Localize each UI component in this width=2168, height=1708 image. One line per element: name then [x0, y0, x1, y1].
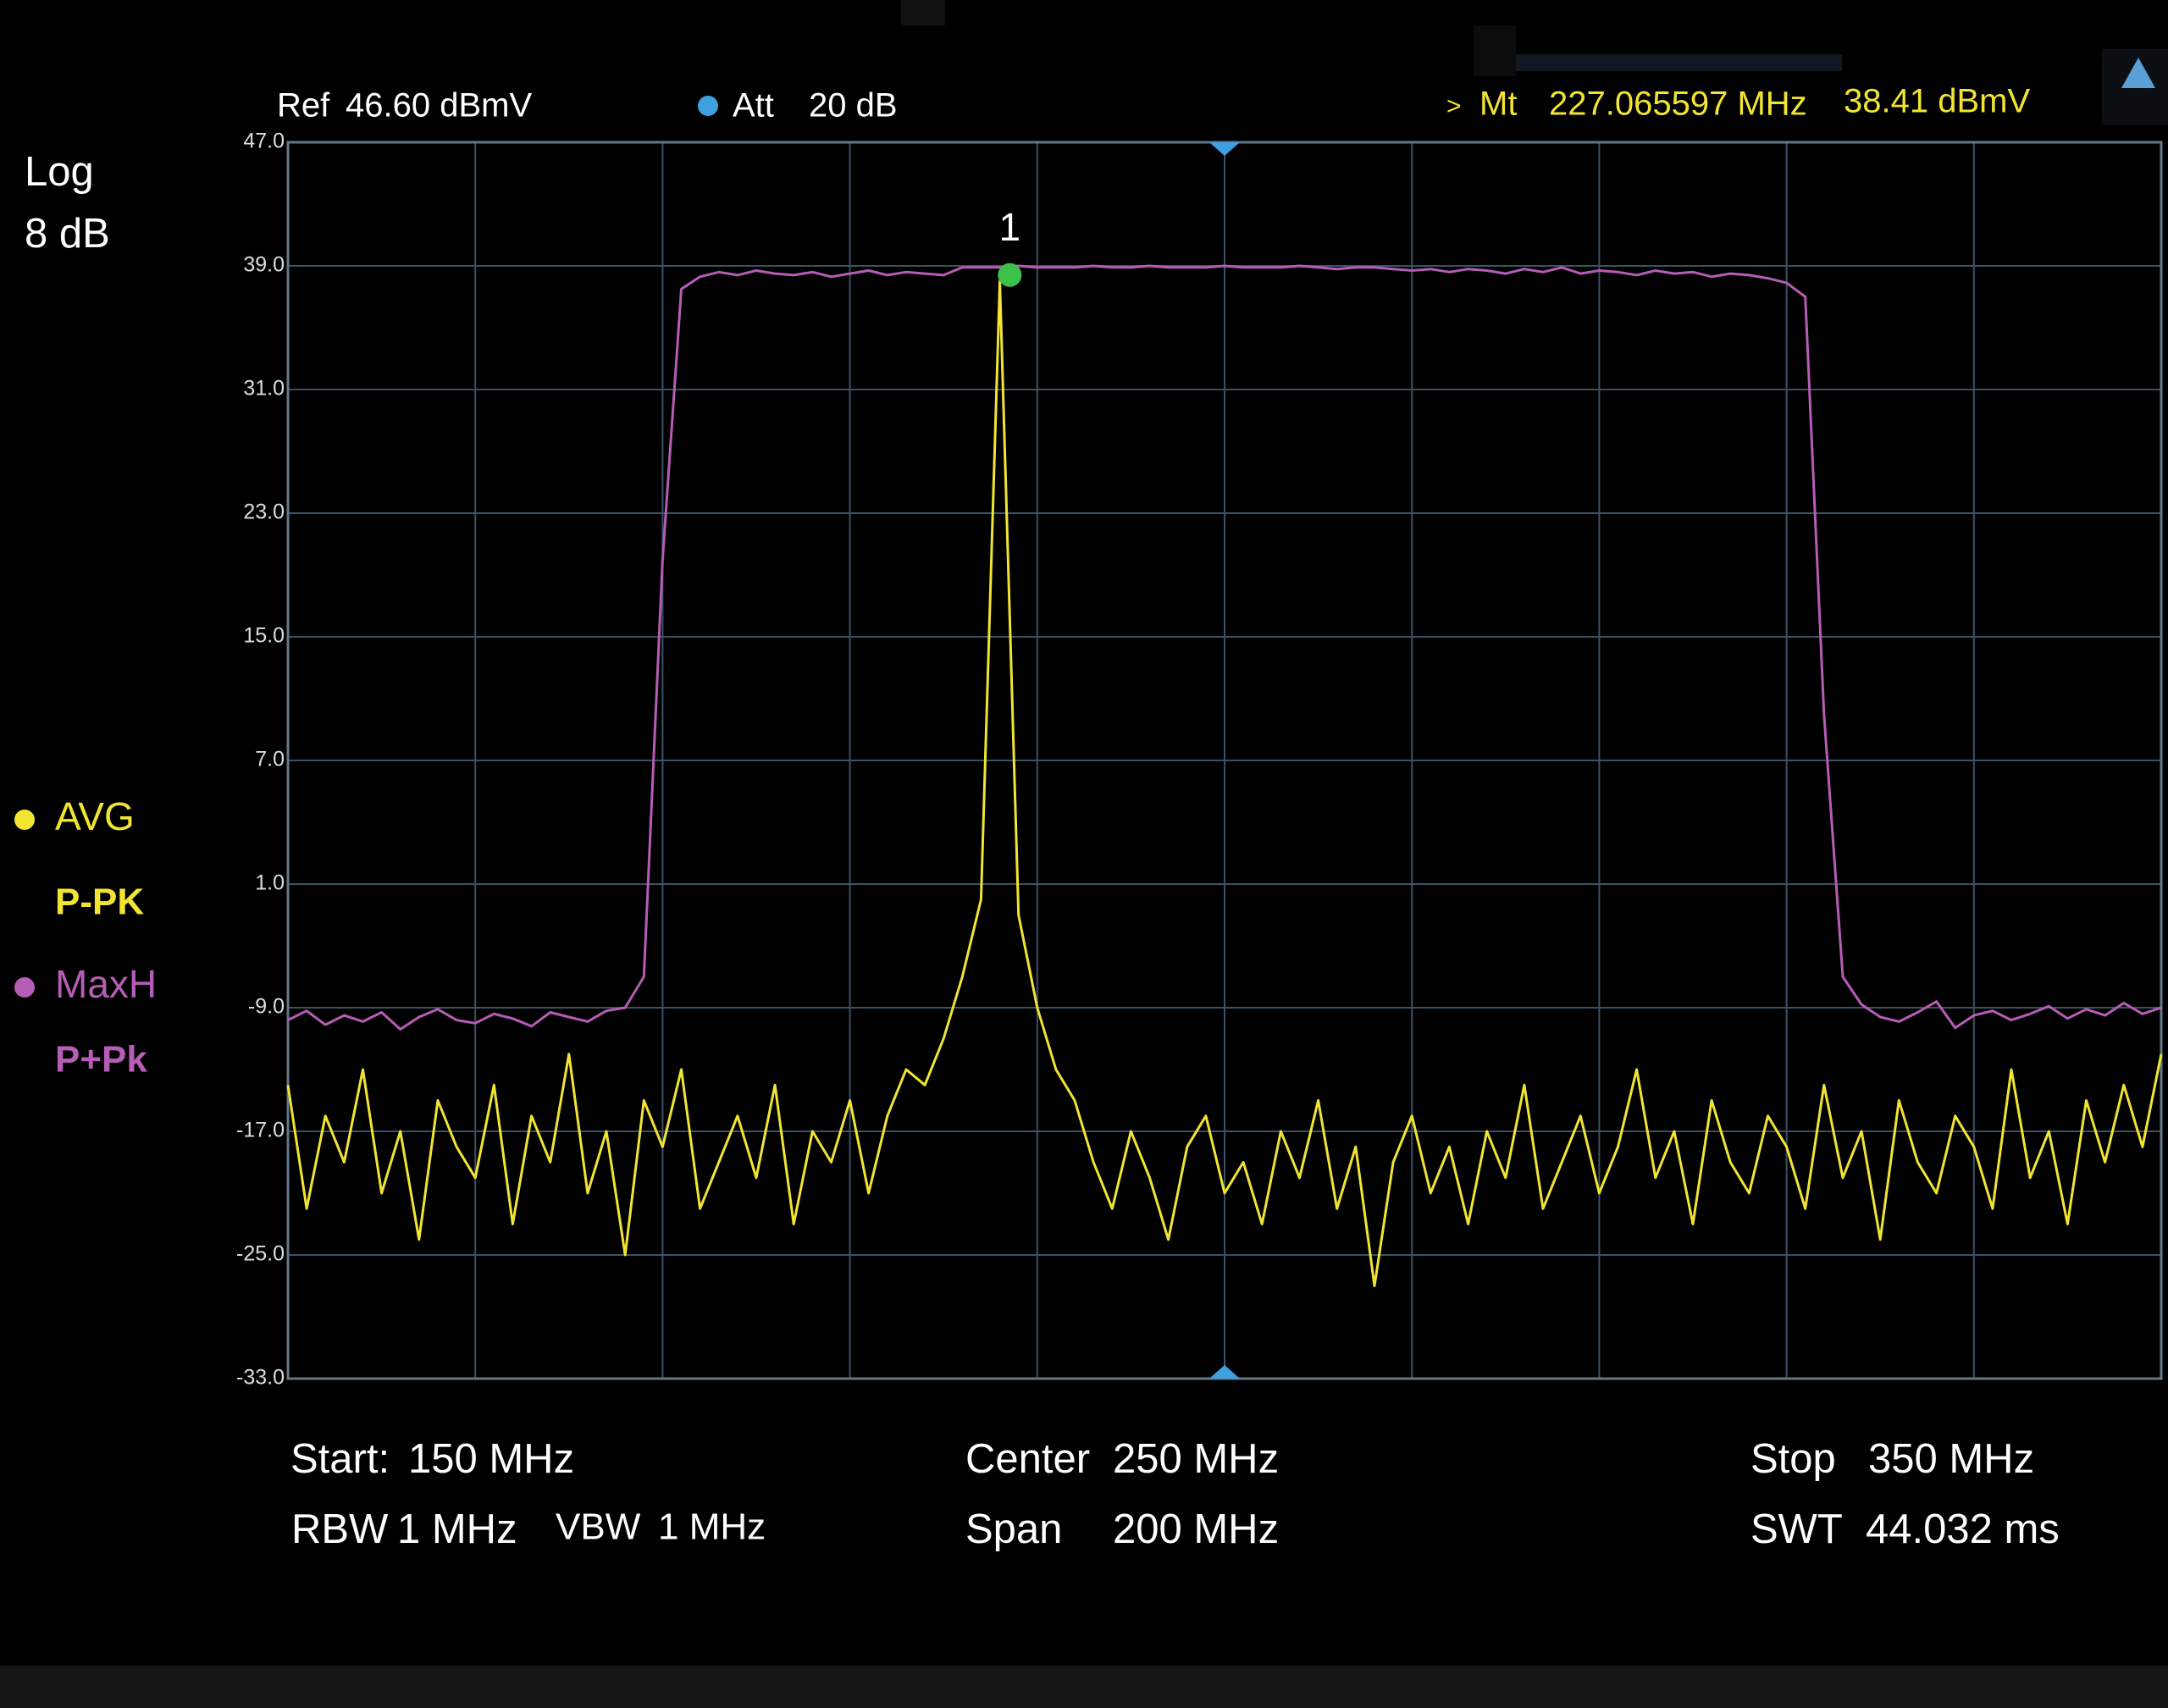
rbw-value: 1 MHz [397, 1506, 517, 1552]
y-tick-label: 31.0 [243, 377, 285, 401]
y-tick-label: -17.0 [236, 1119, 285, 1142]
marker-arrow: > [1446, 92, 1462, 120]
marker-point [998, 263, 1022, 287]
y-tick-label: 7.0 [255, 748, 285, 771]
y-tick-label: 1.0 [255, 871, 285, 895]
swt-label: SWT [1750, 1506, 1843, 1552]
center-marker-bottom [1209, 1365, 1240, 1379]
marker-label: Mt [1479, 86, 1517, 123]
trace-0 [286, 279, 2163, 1287]
vbw-label: VBW [556, 1506, 641, 1548]
legend-dot [14, 977, 35, 998]
stop-value: 350 MHz [1868, 1436, 2034, 1482]
marker-level: 38.41 dBmV [1844, 83, 2030, 120]
y-tick-label: 15.0 [243, 624, 285, 648]
marker-freq: 227.065597 MHz [1549, 86, 1807, 123]
legend-dot [14, 810, 35, 830]
legend-name: MaxH [55, 962, 157, 1006]
top-tab [901, 0, 945, 25]
center-marker-top [1209, 142, 1240, 156]
bottom-bar [0, 1666, 2168, 1708]
y-tick-label: -9.0 [248, 995, 285, 1019]
swt-value: 44.032 ms [1866, 1506, 2060, 1552]
stop-label: Stop [1750, 1436, 1836, 1482]
vbw-value: 1 MHz [658, 1506, 766, 1548]
att-dot [698, 96, 718, 116]
ref-value: 46.60 dBmV [346, 87, 532, 124]
span-value: 200 MHz [1113, 1506, 1279, 1552]
y-tick-label: -25.0 [236, 1242, 285, 1266]
top-block [1474, 25, 1516, 76]
legend-detector: P-PK [55, 882, 144, 923]
legend-name: AVG [55, 794, 135, 838]
footer: Start: 150 MHz Center 250 MHz Stop 350 M… [290, 1436, 2060, 1552]
up-icon[interactable] [2121, 58, 2155, 88]
y-tick-label: 39.0 [243, 253, 285, 277]
ref-label: Ref [277, 87, 330, 124]
y-tick-label: 23.0 [243, 500, 285, 524]
start-label: Start: [290, 1436, 390, 1482]
top-bar [1516, 54, 1842, 71]
marker-number: 1 [999, 205, 1021, 249]
center-value: 250 MHz [1113, 1436, 1279, 1482]
legend-detector: P+Pk [55, 1039, 147, 1081]
y-tick-label: -33.0 [236, 1366, 285, 1390]
start-value: 150 MHz [408, 1436, 574, 1482]
scale-div: 8 dB [25, 211, 110, 257]
rbw-label: RBW [291, 1506, 389, 1552]
scale-mode: Log [25, 149, 94, 195]
trace-1 [287, 264, 2162, 1031]
span-label: Span [965, 1506, 1062, 1552]
center-label: Center [965, 1436, 1090, 1482]
y-tick-label: 47.0 [243, 130, 285, 153]
att-value: 20 dB [809, 87, 898, 124]
att-label: Att [733, 87, 774, 124]
